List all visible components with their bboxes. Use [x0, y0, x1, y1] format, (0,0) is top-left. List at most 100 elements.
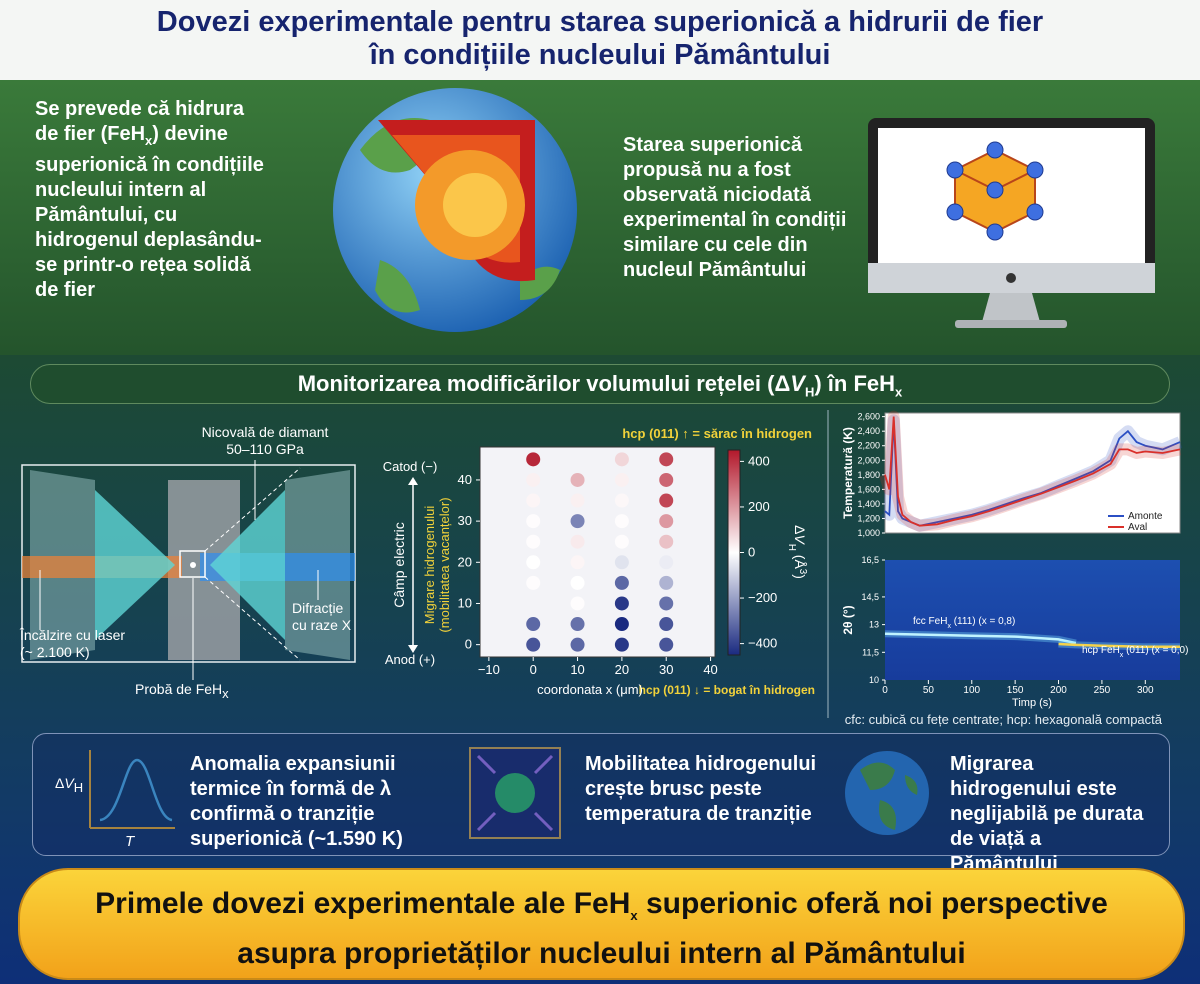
data-point [614, 596, 629, 611]
data-point [570, 555, 585, 570]
colorbar-label: ΔVH (Å3) [787, 525, 809, 579]
text: Nicovală de diamant [201, 424, 329, 440]
text: ) în FeH [814, 371, 896, 396]
data-point [614, 555, 629, 570]
x-tick-label: 50 [923, 685, 935, 696]
data-point [570, 575, 585, 590]
text: cfc: cubică cu fețe centrate; hcp: hexag… [844, 712, 1162, 727]
text: Primele dovezi experimentale ale FeH [95, 887, 631, 920]
y-tick-label: 2,600 [857, 412, 880, 422]
x-tick-label: 30 [659, 662, 673, 677]
y-tick-label: 2,200 [857, 441, 880, 451]
data-point [659, 555, 674, 570]
x-tick-label: 200 [1050, 685, 1067, 696]
x-tick-label: 20 [615, 662, 629, 677]
y-tick-label: 13 [869, 620, 879, 630]
data-point [614, 514, 629, 529]
y-axis-label: 2θ (°) [841, 605, 855, 634]
y-tick-label: 14,5 [861, 592, 879, 602]
y-tick-label: 1,600 [857, 484, 880, 494]
data-point [659, 493, 674, 508]
text-part: (111) (x = 0,8) [951, 616, 1015, 627]
x-axis-label: Timp (s) [1012, 697, 1052, 709]
y-tick-label: 1,000 [857, 528, 880, 538]
setup-illustration [21, 460, 356, 680]
y-tick-label: 2,400 [857, 426, 880, 436]
data-point [614, 493, 629, 508]
earth-illustration [333, 88, 577, 332]
axis-end-label: Catod (−) [383, 459, 438, 474]
data-point [659, 514, 674, 529]
data-point [526, 514, 541, 529]
title: Dovezi experimentale pentru starea super… [0, 0, 1200, 80]
diffraction-background [885, 560, 1180, 680]
subscript: x [630, 908, 638, 923]
plot-area [479, 446, 716, 658]
data-point [614, 472, 629, 487]
x-tick-label: 250 [1094, 685, 1111, 696]
y-tick-label: 1,200 [857, 513, 880, 523]
text-part: fcc FeH [913, 616, 947, 627]
arrowhead [408, 645, 418, 653]
data-point [614, 534, 629, 549]
data-point [570, 534, 585, 549]
axis-label: Migrare hidrogenului [422, 506, 437, 625]
finding-icons [89, 747, 929, 839]
data-point [614, 575, 629, 590]
findings [32, 733, 1170, 856]
y-tick-label: 30 [458, 513, 472, 528]
y-tick-label: 1,400 [857, 499, 880, 509]
xray-label: Difracție cu raze X [292, 600, 351, 634]
x-tick-label: 10 [570, 662, 584, 677]
data-point [570, 493, 585, 508]
axis-label: (mobilitatea vacanțelor) [437, 497, 452, 632]
text: Încălzire cu laser [20, 627, 126, 643]
text-part: x [947, 623, 951, 630]
text-part: (011) (x = 0,0) [1123, 645, 1188, 656]
finding: Migrarea hidrogenului este neglijabilă p… [950, 753, 1144, 875]
colorbar [727, 449, 741, 656]
x-axis-label: coordonata x (μm) [537, 682, 643, 697]
data-point [570, 596, 585, 611]
data-point [526, 534, 541, 549]
axis-end-label: Anod (+) [385, 652, 435, 667]
text: Se prevede că hidrura de fier (FeH [35, 98, 244, 145]
text: Probă de FeH [135, 681, 223, 697]
data-point [659, 575, 674, 590]
text: 50–110 GPa [226, 441, 304, 457]
y-tick-label: 2,000 [857, 455, 880, 465]
legend-label: Aval [1128, 522, 1147, 533]
data-point [526, 452, 541, 467]
text: Difracție [292, 600, 344, 616]
anvil-label: Nicovală de diamant 50–110 GPa [180, 424, 350, 458]
text-part: 3 [798, 569, 809, 575]
data-point [659, 637, 674, 652]
x-tick-label: 0 [530, 662, 537, 677]
data-point [614, 617, 629, 632]
text-part: hcp FeH [1082, 645, 1120, 656]
text: Monitorizarea modificărilor volumului re… [297, 371, 791, 396]
intro-right: Starea superionică propusă nu a fost obs… [623, 134, 847, 281]
axis-label: Câmp electric [391, 522, 407, 608]
peak-line [1058, 642, 1180, 649]
annotation: hcp (011) ↓ = bogat în hidrogen [639, 683, 815, 697]
data-point [614, 452, 629, 467]
plot-area [884, 412, 1181, 534]
symbol: V [64, 775, 74, 791]
text-part: x [1120, 652, 1124, 659]
colorbar-tick-label: −400 [748, 636, 777, 651]
y-tick-label: 10 [869, 675, 879, 685]
x-tick-label: −10 [478, 662, 500, 677]
data-point [526, 617, 541, 632]
data-point [526, 493, 541, 508]
colorbar-tick-label: −200 [748, 590, 777, 605]
series-line [884, 420, 1181, 527]
text-part: V [792, 534, 808, 545]
text: cu raze X [292, 617, 352, 633]
arrowhead [408, 477, 418, 485]
title-line: Dovezi experimentale pentru starea super… [156, 6, 1044, 38]
x-tick-label: 150 [1007, 685, 1024, 696]
peak-label: hcp FeHx (011) (x = 0,0) [1082, 645, 1188, 659]
peak-line [884, 632, 1077, 645]
